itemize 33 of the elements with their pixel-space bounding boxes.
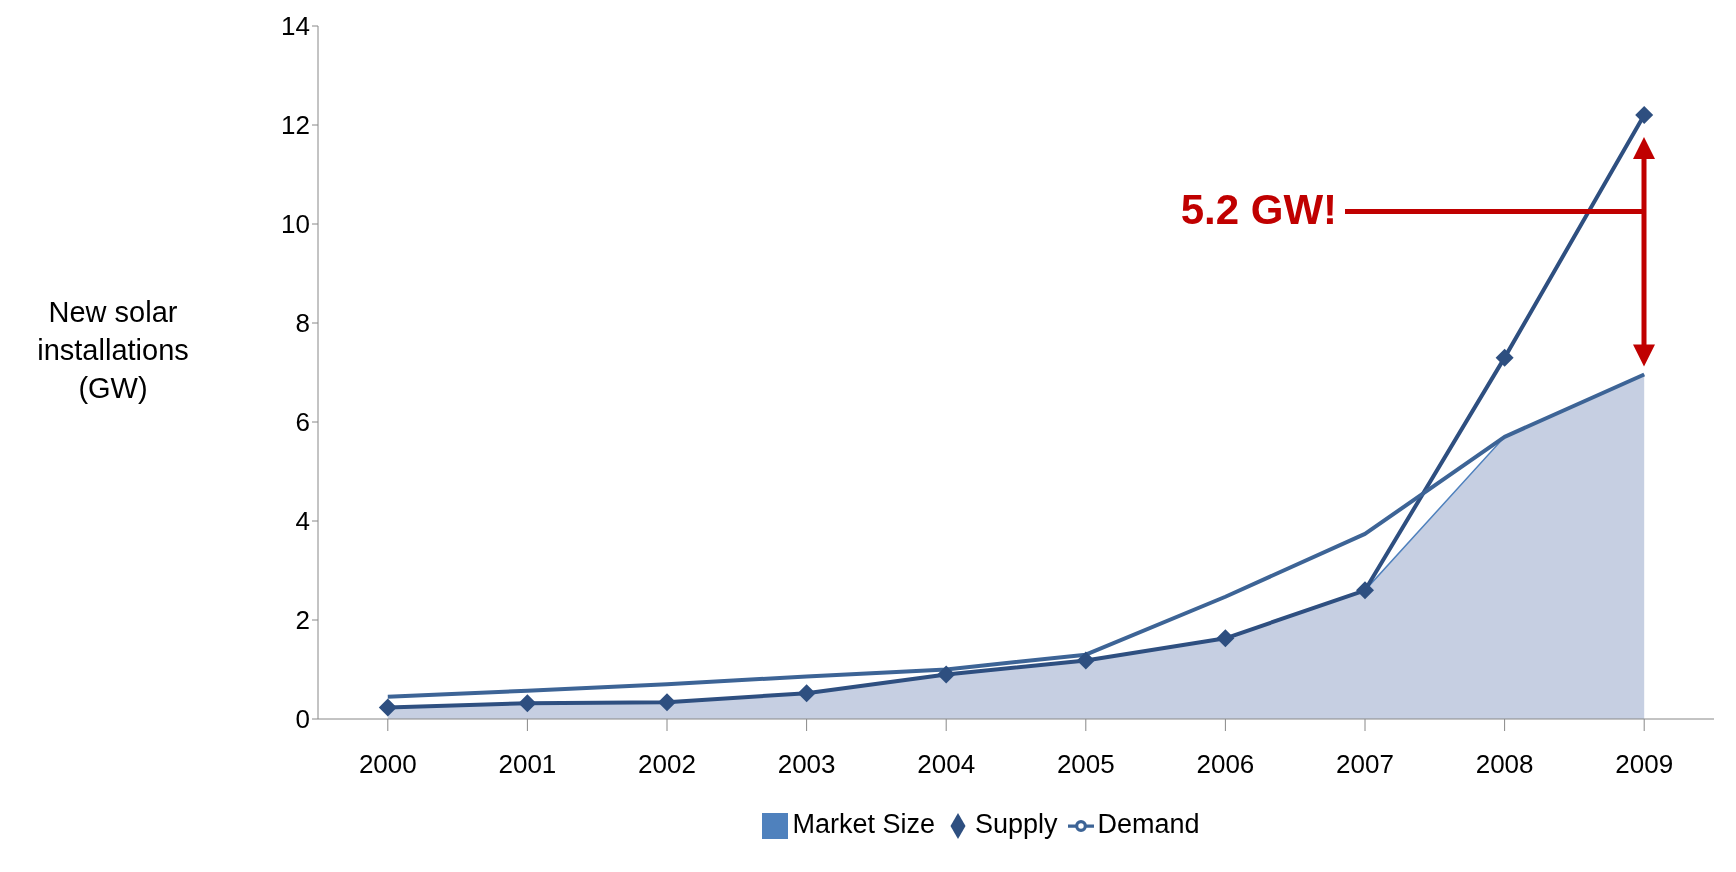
point <box>1216 629 1235 648</box>
y-tick-label: 0 <box>295 704 310 735</box>
y-tick-label: 6 <box>295 407 310 438</box>
annotation: 5.2 GW! <box>1180 185 1338 234</box>
legend-label: Market Size <box>792 809 935 839</box>
x-tick-label: 2002 <box>638 749 696 780</box>
point <box>658 693 676 712</box>
y-tick-label: 2 <box>295 605 310 636</box>
y-tick-label: 14 <box>281 11 310 42</box>
y-axis-title: New solar installations (GW) <box>36 295 190 406</box>
point <box>1635 106 1654 125</box>
x-tick-label: 2004 <box>917 749 976 780</box>
point <box>1076 651 1095 670</box>
x-tick-label: 2003 <box>777 749 836 780</box>
x-tick-label: 2001 <box>498 749 557 780</box>
x-tick-label: 2009 <box>1615 749 1674 780</box>
point <box>937 665 956 684</box>
x-tick-label: 2005 <box>1056 749 1115 780</box>
x-tick-label: 2008 <box>1475 749 1534 780</box>
legend-label: Supply <box>974 809 1058 839</box>
point <box>378 698 397 717</box>
point <box>797 684 816 703</box>
point <box>1495 348 1514 367</box>
y-tick-label: 8 <box>295 308 310 339</box>
x-tick-label: 2006 <box>1196 749 1255 780</box>
y-tick-label: 12 <box>281 110 310 141</box>
y-tick-label: 10 <box>281 209 310 240</box>
y-tick-label: 4 <box>295 506 310 537</box>
x-tick-label: 2000 <box>358 749 417 780</box>
point <box>1356 581 1374 600</box>
x-tick-label: 2007 <box>1336 749 1394 780</box>
legend-label: Demand <box>1097 809 1200 839</box>
point <box>518 694 537 713</box>
